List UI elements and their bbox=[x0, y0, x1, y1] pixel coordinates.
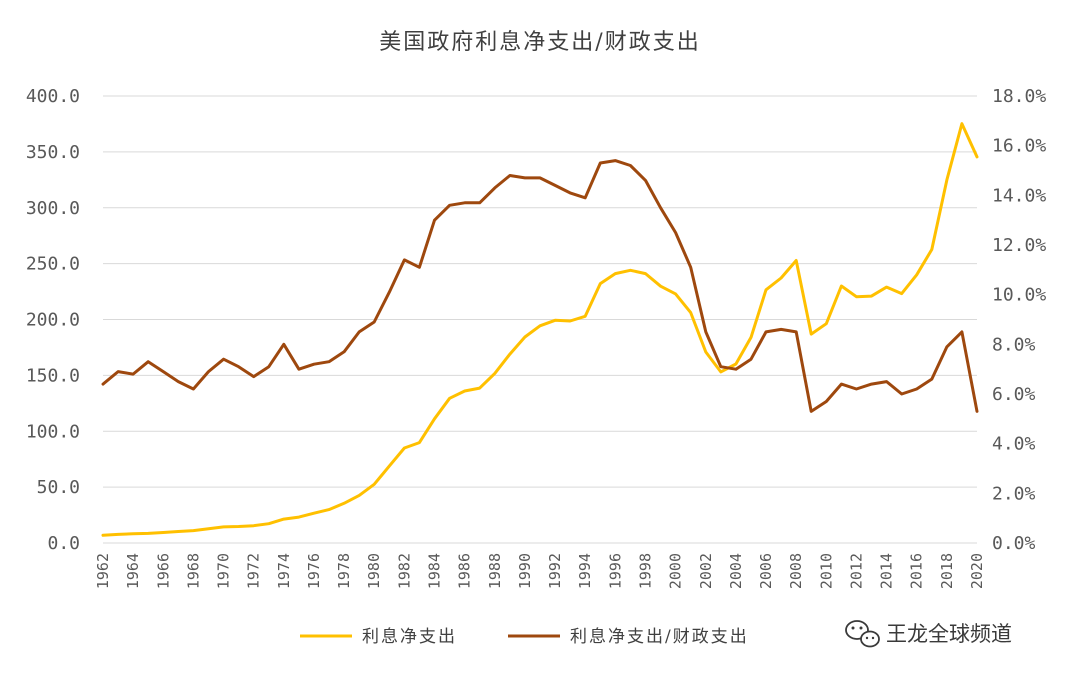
chart-title: 美国政府利息净支出/财政支出 bbox=[379, 30, 700, 55]
left-tick-label: 0.0 bbox=[47, 533, 80, 554]
right-tick-label: 2.0% bbox=[992, 483, 1036, 504]
x-tick-label: 2000 bbox=[667, 553, 685, 589]
x-tick-label: 1974 bbox=[275, 553, 293, 589]
left-tick-label: 300.0 bbox=[26, 198, 80, 219]
x-tick-label: 2002 bbox=[697, 553, 715, 589]
legend: 利息净支出 利息净支出/财政支出 bbox=[300, 627, 749, 647]
x-axis: 1962 1964 1966 1968 1970 1972 1974 1976 1978 1980… bbox=[94, 553, 986, 589]
x-tick-label: 2016 bbox=[908, 553, 926, 589]
right-tick-label: 12.0% bbox=[992, 235, 1046, 256]
x-tick-label: 1970 bbox=[215, 553, 233, 589]
x-tick-label: 1982 bbox=[395, 553, 413, 589]
right-tick-label: 4.0% bbox=[992, 434, 1036, 455]
legend-label-interest-ratio: 利息净支出/财政支出 bbox=[570, 627, 749, 647]
x-tick-label: 1998 bbox=[636, 553, 654, 589]
x-tick-label: 1966 bbox=[154, 553, 172, 589]
x-tick-label: 2004 bbox=[727, 553, 745, 589]
watermark-text: 王龙全球频道 bbox=[886, 622, 1012, 646]
left-tick-label: 400.0 bbox=[26, 86, 80, 107]
x-tick-label: 1980 bbox=[365, 553, 383, 589]
wechat-icon bbox=[845, 620, 880, 648]
left-tick-label: 150.0 bbox=[26, 365, 80, 386]
x-tick-label: 1962 bbox=[94, 553, 112, 589]
right-tick-label: 0.0% bbox=[992, 533, 1036, 554]
left-tick-label: 250.0 bbox=[26, 254, 80, 275]
x-tick-label: 1978 bbox=[335, 553, 353, 589]
left-tick-label: 100.0 bbox=[26, 421, 80, 442]
right-tick-label: 6.0% bbox=[992, 384, 1036, 405]
x-tick-label: 1990 bbox=[516, 553, 534, 589]
x-tick-label: 1992 bbox=[546, 553, 564, 589]
x-tick-label: 2020 bbox=[968, 553, 986, 589]
x-tick-label: 2010 bbox=[817, 553, 835, 589]
x-tick-label: 2014 bbox=[878, 553, 896, 589]
left-tick-label: 50.0 bbox=[37, 477, 80, 498]
x-tick-label: 1986 bbox=[456, 553, 474, 589]
watermark: 王龙全球频道 bbox=[845, 620, 1012, 648]
series-line-net-interest bbox=[101, 122, 979, 537]
right-tick-label: 8.0% bbox=[992, 334, 1036, 355]
x-tick-label: 2018 bbox=[938, 553, 956, 589]
right-tick-label: 14.0% bbox=[992, 185, 1046, 206]
right-y-axis: 0.0% 2.0% 4.0% 6.0% 8.0% 10.0% 12.0% 14.0% 16.0%… bbox=[992, 86, 1046, 554]
x-tick-label: 1984 bbox=[426, 553, 444, 589]
right-tick-label: 16.0% bbox=[992, 136, 1046, 157]
x-tick-label: 1964 bbox=[124, 553, 142, 589]
series-layer bbox=[101, 122, 979, 537]
left-y-axis: 0.0 50.0 100.0 150.0 200.0 250.0 300.0 350.0 400… bbox=[26, 86, 80, 554]
series-line-interest-ratio bbox=[101, 159, 979, 413]
x-tick-label: 1968 bbox=[184, 553, 202, 589]
x-tick-label: 1994 bbox=[576, 553, 594, 589]
right-tick-label: 18.0% bbox=[992, 86, 1046, 107]
x-tick-label: 1976 bbox=[305, 553, 323, 589]
x-tick-label: 1988 bbox=[486, 553, 504, 589]
x-tick-label: 2012 bbox=[847, 553, 865, 589]
x-tick-label: 1996 bbox=[606, 553, 624, 589]
legend-label-net-interest: 利息净支出 bbox=[362, 627, 457, 647]
gridlines bbox=[103, 95, 977, 544]
left-tick-label: 350.0 bbox=[26, 142, 80, 163]
right-tick-label: 10.0% bbox=[992, 285, 1046, 306]
left-tick-label: 200.0 bbox=[26, 310, 80, 331]
x-tick-label: 1972 bbox=[245, 553, 263, 589]
x-tick-label: 2008 bbox=[787, 553, 805, 589]
x-tick-label: 2006 bbox=[757, 553, 775, 589]
